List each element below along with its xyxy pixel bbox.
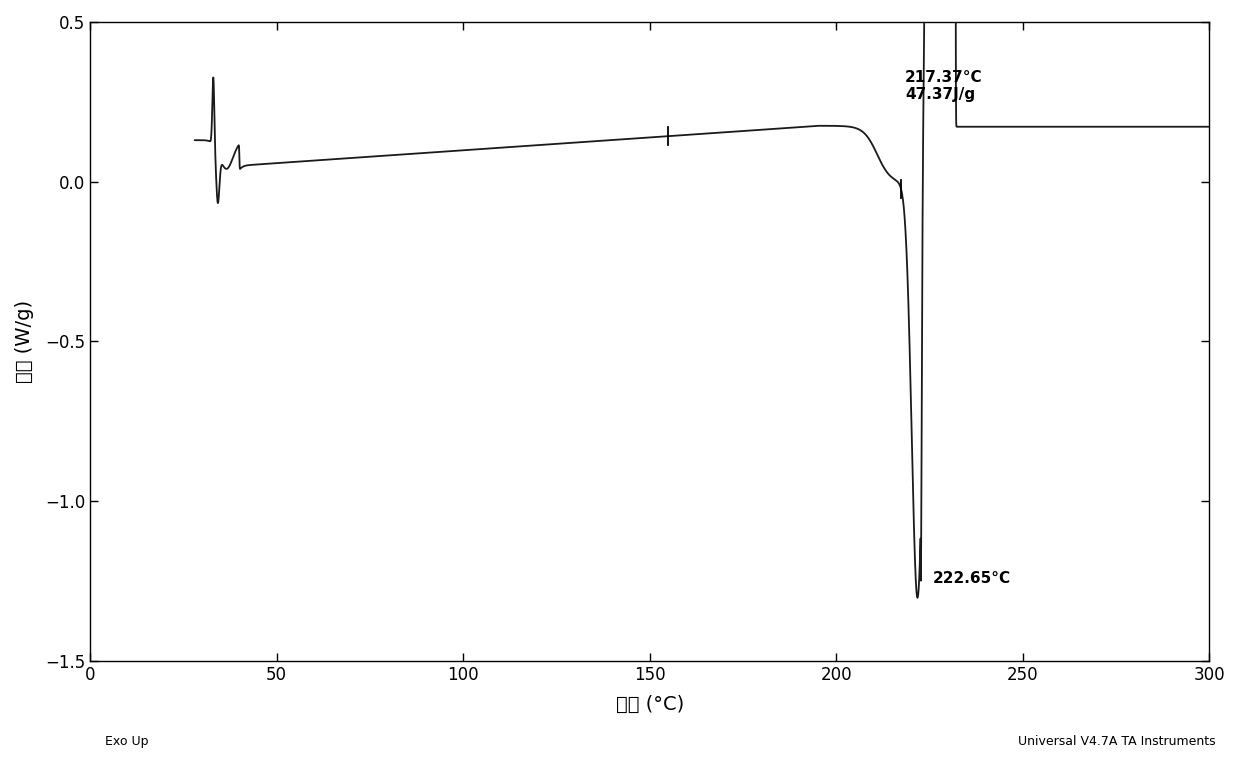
- Y-axis label: 热流 (W/g): 热流 (W/g): [15, 300, 33, 383]
- X-axis label: 温度 (°C): 温度 (°C): [615, 694, 683, 713]
- Text: Universal V4.7A TA Instruments: Universal V4.7A TA Instruments: [1018, 735, 1215, 748]
- Text: Exo Up: Exo Up: [105, 735, 149, 748]
- Text: 217.37°C
47.37J/g: 217.37°C 47.37J/g: [905, 70, 983, 102]
- Text: 222.65°C: 222.65°C: [934, 572, 1012, 586]
